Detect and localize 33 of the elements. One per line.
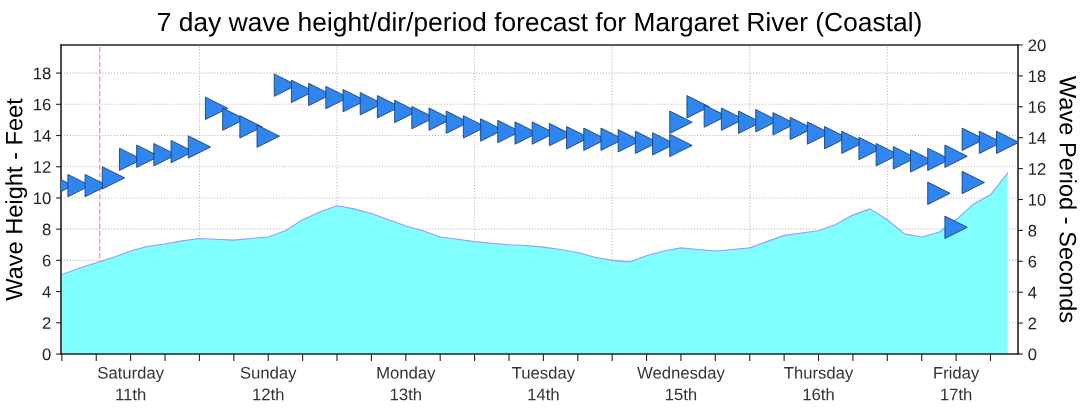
- y2-tick-label: 4: [1028, 286, 1037, 299]
- y2-tick-label: 0: [1028, 348, 1037, 361]
- x-tick-label: Tuesday 14th: [512, 366, 575, 401]
- y2-tick-label: 10: [1028, 193, 1046, 206]
- y-tick-label: 14: [34, 130, 51, 142]
- y-tick-label: 16: [34, 98, 51, 111]
- y-tick-label: 6: [42, 254, 51, 267]
- x-tick-label: Friday 17th: [934, 366, 980, 401]
- y-tick-label: 8: [42, 223, 51, 236]
- y-tick-label: 12: [34, 161, 51, 173]
- chart-title: 7 day wave height/dir/period forecast for Margaret River (Coastal): [158, 11, 921, 37]
- y2-tick-label: 6: [1028, 255, 1037, 268]
- y-tick-label: 18: [34, 67, 51, 80]
- x-tick-label: Thursday 16th: [784, 366, 854, 401]
- y2-axis-title: Wave Period - Seconds: [1059, 76, 1077, 323]
- y-tick-label: 10: [34, 192, 51, 205]
- y2-tick-label: 20: [1028, 39, 1046, 52]
- x-tick-label: Saturday 11th: [98, 366, 164, 401]
- y2-tick-label: 8: [1028, 224, 1037, 237]
- y-axis-title: Wave Height - Feet: [5, 98, 28, 301]
- y-tick-label: 0: [42, 348, 51, 361]
- y2-tick-label: 12: [1028, 163, 1046, 175]
- x-tick-label: Monday 13th: [377, 366, 436, 401]
- y-tick-label: 4: [42, 286, 51, 298]
- point: [101, 166, 126, 190]
- point: [187, 135, 212, 159]
- y2-tick-label: 16: [1028, 101, 1046, 113]
- x-tick-label: Wednesday 15th: [637, 366, 725, 401]
- y-tick-label: 2: [42, 317, 51, 329]
- x-tick-label: Sunday 12th: [240, 366, 297, 401]
- y2-tick-label: 14: [1028, 132, 1046, 144]
- y2-tick-label: 2: [1028, 317, 1037, 330]
- y2-tick-label: 18: [1028, 70, 1046, 83]
